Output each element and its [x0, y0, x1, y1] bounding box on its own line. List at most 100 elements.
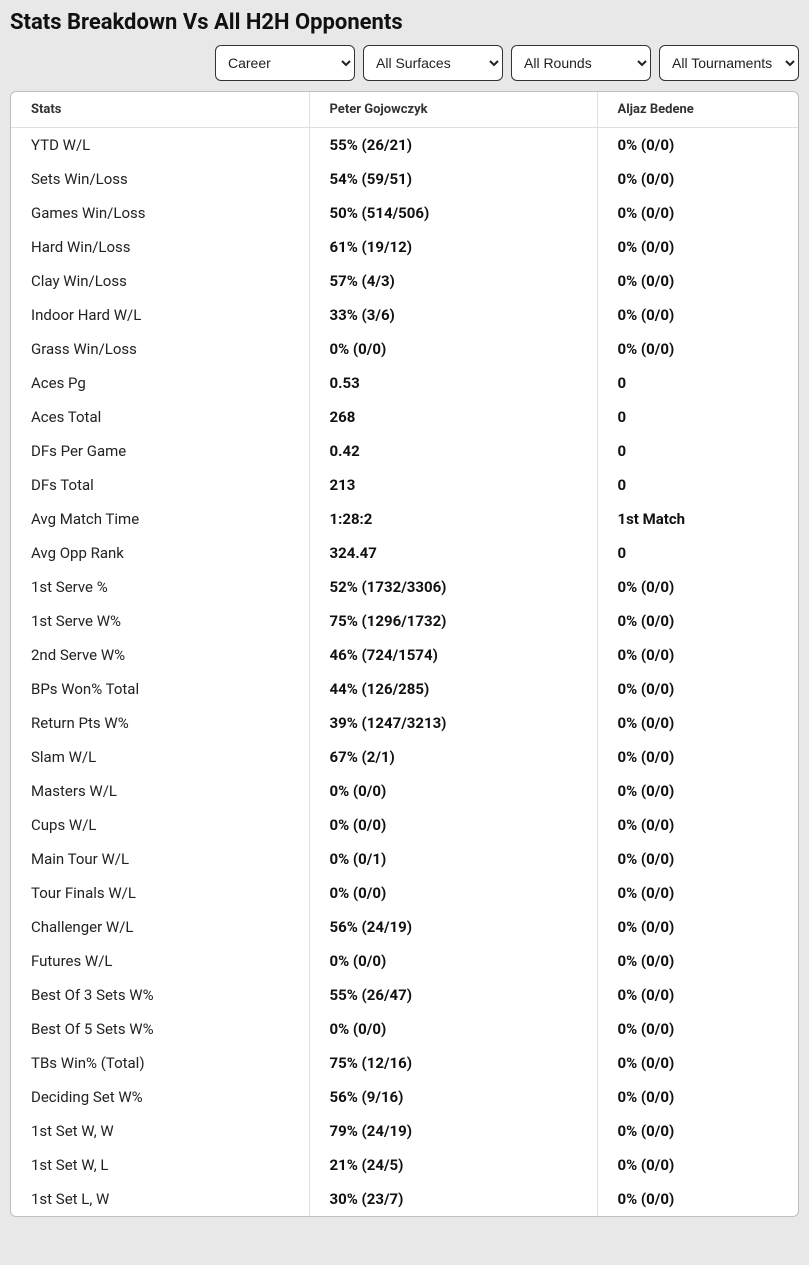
stat-label: DFs Per Game [11, 434, 309, 468]
stat-value-player2: 0% (0/0) [597, 230, 798, 264]
stat-value-player1: 30% (23/7) [309, 1182, 597, 1216]
stat-value-player2: 0% (0/0) [597, 332, 798, 366]
stat-label: Grass Win/Loss [11, 332, 309, 366]
stat-value-player1: 50% (514/506) [309, 196, 597, 230]
stat-value-player1: 268 [309, 400, 597, 434]
stat-label: Games Win/Loss [11, 196, 309, 230]
filter-tournament-select[interactable]: All Tournaments [659, 45, 799, 81]
stat-value-player1: 52% (1732/3306) [309, 570, 597, 604]
stat-value-player1: 55% (26/47) [309, 978, 597, 1012]
stat-label: Aces Pg [11, 366, 309, 400]
stat-value-player2: 0% (0/0) [597, 1012, 798, 1046]
stat-value-player2: 0% (0/0) [597, 706, 798, 740]
stat-value-player2: 0% (0/0) [597, 1080, 798, 1114]
stat-value-player1: 79% (24/19) [309, 1114, 597, 1148]
stat-label: YTD W/L [11, 128, 309, 163]
table-row: Aces Pg0.530 [11, 366, 798, 400]
table-header-row: Stats Peter Gojowczyk Aljaz Bedene [11, 92, 798, 128]
stat-value-player2: 0% (0/0) [597, 740, 798, 774]
filter-surface-select[interactable]: All Surfaces [363, 45, 503, 81]
stat-value-player2: 0% (0/0) [597, 876, 798, 910]
stat-value-player2: 0% (0/0) [597, 808, 798, 842]
stat-value-player1: 0% (0/0) [309, 332, 597, 366]
table-row: Sets Win/Loss54% (59/51)0% (0/0) [11, 162, 798, 196]
stat-value-player2: 0% (0/0) [597, 264, 798, 298]
stat-value-player1: 54% (59/51) [309, 162, 597, 196]
stat-label: Challenger W/L [11, 910, 309, 944]
table-row: Hard Win/Loss61% (19/12)0% (0/0) [11, 230, 798, 264]
stat-value-player1: 39% (1247/3213) [309, 706, 597, 740]
filter-period-select[interactable]: Career [215, 45, 355, 81]
table-row: BPs Won% Total44% (126/285)0% (0/0) [11, 672, 798, 706]
stat-value-player1: 0% (0/1) [309, 842, 597, 876]
stat-label: Masters W/L [11, 774, 309, 808]
filter-round-select[interactable]: All Rounds [511, 45, 651, 81]
table-row: Main Tour W/L0% (0/1)0% (0/0) [11, 842, 798, 876]
stat-value-player1: 55% (26/21) [309, 128, 597, 163]
table-row: Challenger W/L56% (24/19)0% (0/0) [11, 910, 798, 944]
stat-value-player2: 0 [597, 468, 798, 502]
stat-value-player1: 56% (24/19) [309, 910, 597, 944]
stat-label: Avg Match Time [11, 502, 309, 536]
stat-value-player2: 0 [597, 400, 798, 434]
stat-value-player2: 0% (0/0) [597, 1046, 798, 1080]
table-row: 1st Serve W%75% (1296/1732)0% (0/0) [11, 604, 798, 638]
table-row: TBs Win% (Total)75% (12/16)0% (0/0) [11, 1046, 798, 1080]
table-row: 2nd Serve W%46% (724/1574)0% (0/0) [11, 638, 798, 672]
stat-label: Aces Total [11, 400, 309, 434]
table-row: Tour Finals W/L0% (0/0)0% (0/0) [11, 876, 798, 910]
stat-label: Best Of 5 Sets W% [11, 1012, 309, 1046]
stat-label: Return Pts W% [11, 706, 309, 740]
stat-label: Deciding Set W% [11, 1080, 309, 1114]
stat-label: 1st Serve % [11, 570, 309, 604]
stat-value-player2: 0% (0/0) [597, 1182, 798, 1216]
stat-value-player1: 75% (1296/1732) [309, 604, 597, 638]
stat-label: Sets Win/Loss [11, 162, 309, 196]
stat-value-player1: 213 [309, 468, 597, 502]
table-row: 1st Serve %52% (1732/3306)0% (0/0) [11, 570, 798, 604]
stat-value-player1: 0% (0/0) [309, 1012, 597, 1046]
stat-label: Hard Win/Loss [11, 230, 309, 264]
stat-value-player2: 0% (0/0) [597, 774, 798, 808]
stat-value-player2: 0% (0/0) [597, 910, 798, 944]
stat-label: TBs Win% (Total) [11, 1046, 309, 1080]
stat-value-player2: 0% (0/0) [597, 298, 798, 332]
table-row: Futures W/L0% (0/0)0% (0/0) [11, 944, 798, 978]
stat-value-player2: 0% (0/0) [597, 196, 798, 230]
table-row: 1st Set W, L21% (24/5)0% (0/0) [11, 1148, 798, 1182]
stat-label: Main Tour W/L [11, 842, 309, 876]
stat-value-player2: 0% (0/0) [597, 944, 798, 978]
col-header-stats: Stats [11, 92, 309, 128]
table-row: DFs Per Game0.420 [11, 434, 798, 468]
stat-value-player1: 57% (4/3) [309, 264, 597, 298]
stats-table-container: Stats Peter Gojowczyk Aljaz Bedene YTD W… [10, 91, 799, 1217]
table-row: Cups W/L0% (0/0)0% (0/0) [11, 808, 798, 842]
stat-value-player2: 0 [597, 536, 798, 570]
table-row: Grass Win/Loss0% (0/0)0% (0/0) [11, 332, 798, 366]
stat-value-player2: 1st Match [597, 502, 798, 536]
stat-value-player1: 0% (0/0) [309, 944, 597, 978]
stat-value-player1: 21% (24/5) [309, 1148, 597, 1182]
stat-value-player2: 0% (0/0) [597, 128, 798, 163]
stat-label: BPs Won% Total [11, 672, 309, 706]
stat-value-player1: 1:28:2 [309, 502, 597, 536]
stat-value-player1: 0.53 [309, 366, 597, 400]
table-row: 1st Set L, W30% (23/7)0% (0/0) [11, 1182, 798, 1216]
table-row: Slam W/L67% (2/1)0% (0/0) [11, 740, 798, 774]
stat-value-player2: 0% (0/0) [597, 638, 798, 672]
table-row: Games Win/Loss50% (514/506)0% (0/0) [11, 196, 798, 230]
stat-label: Tour Finals W/L [11, 876, 309, 910]
stat-value-player1: 0.42 [309, 434, 597, 468]
stat-value-player2: 0% (0/0) [597, 1148, 798, 1182]
stat-label: DFs Total [11, 468, 309, 502]
stat-label: Avg Opp Rank [11, 536, 309, 570]
table-row: Best Of 3 Sets W%55% (26/47)0% (0/0) [11, 978, 798, 1012]
stat-label: Indoor Hard W/L [11, 298, 309, 332]
stat-value-player1: 75% (12/16) [309, 1046, 597, 1080]
stat-label: 1st Set W, W [11, 1114, 309, 1148]
table-row: Avg Opp Rank324.470 [11, 536, 798, 570]
stat-label: 2nd Serve W% [11, 638, 309, 672]
stat-value-player2: 0% (0/0) [597, 570, 798, 604]
stat-value-player1: 0% (0/0) [309, 808, 597, 842]
table-row: 1st Set W, W79% (24/19)0% (0/0) [11, 1114, 798, 1148]
